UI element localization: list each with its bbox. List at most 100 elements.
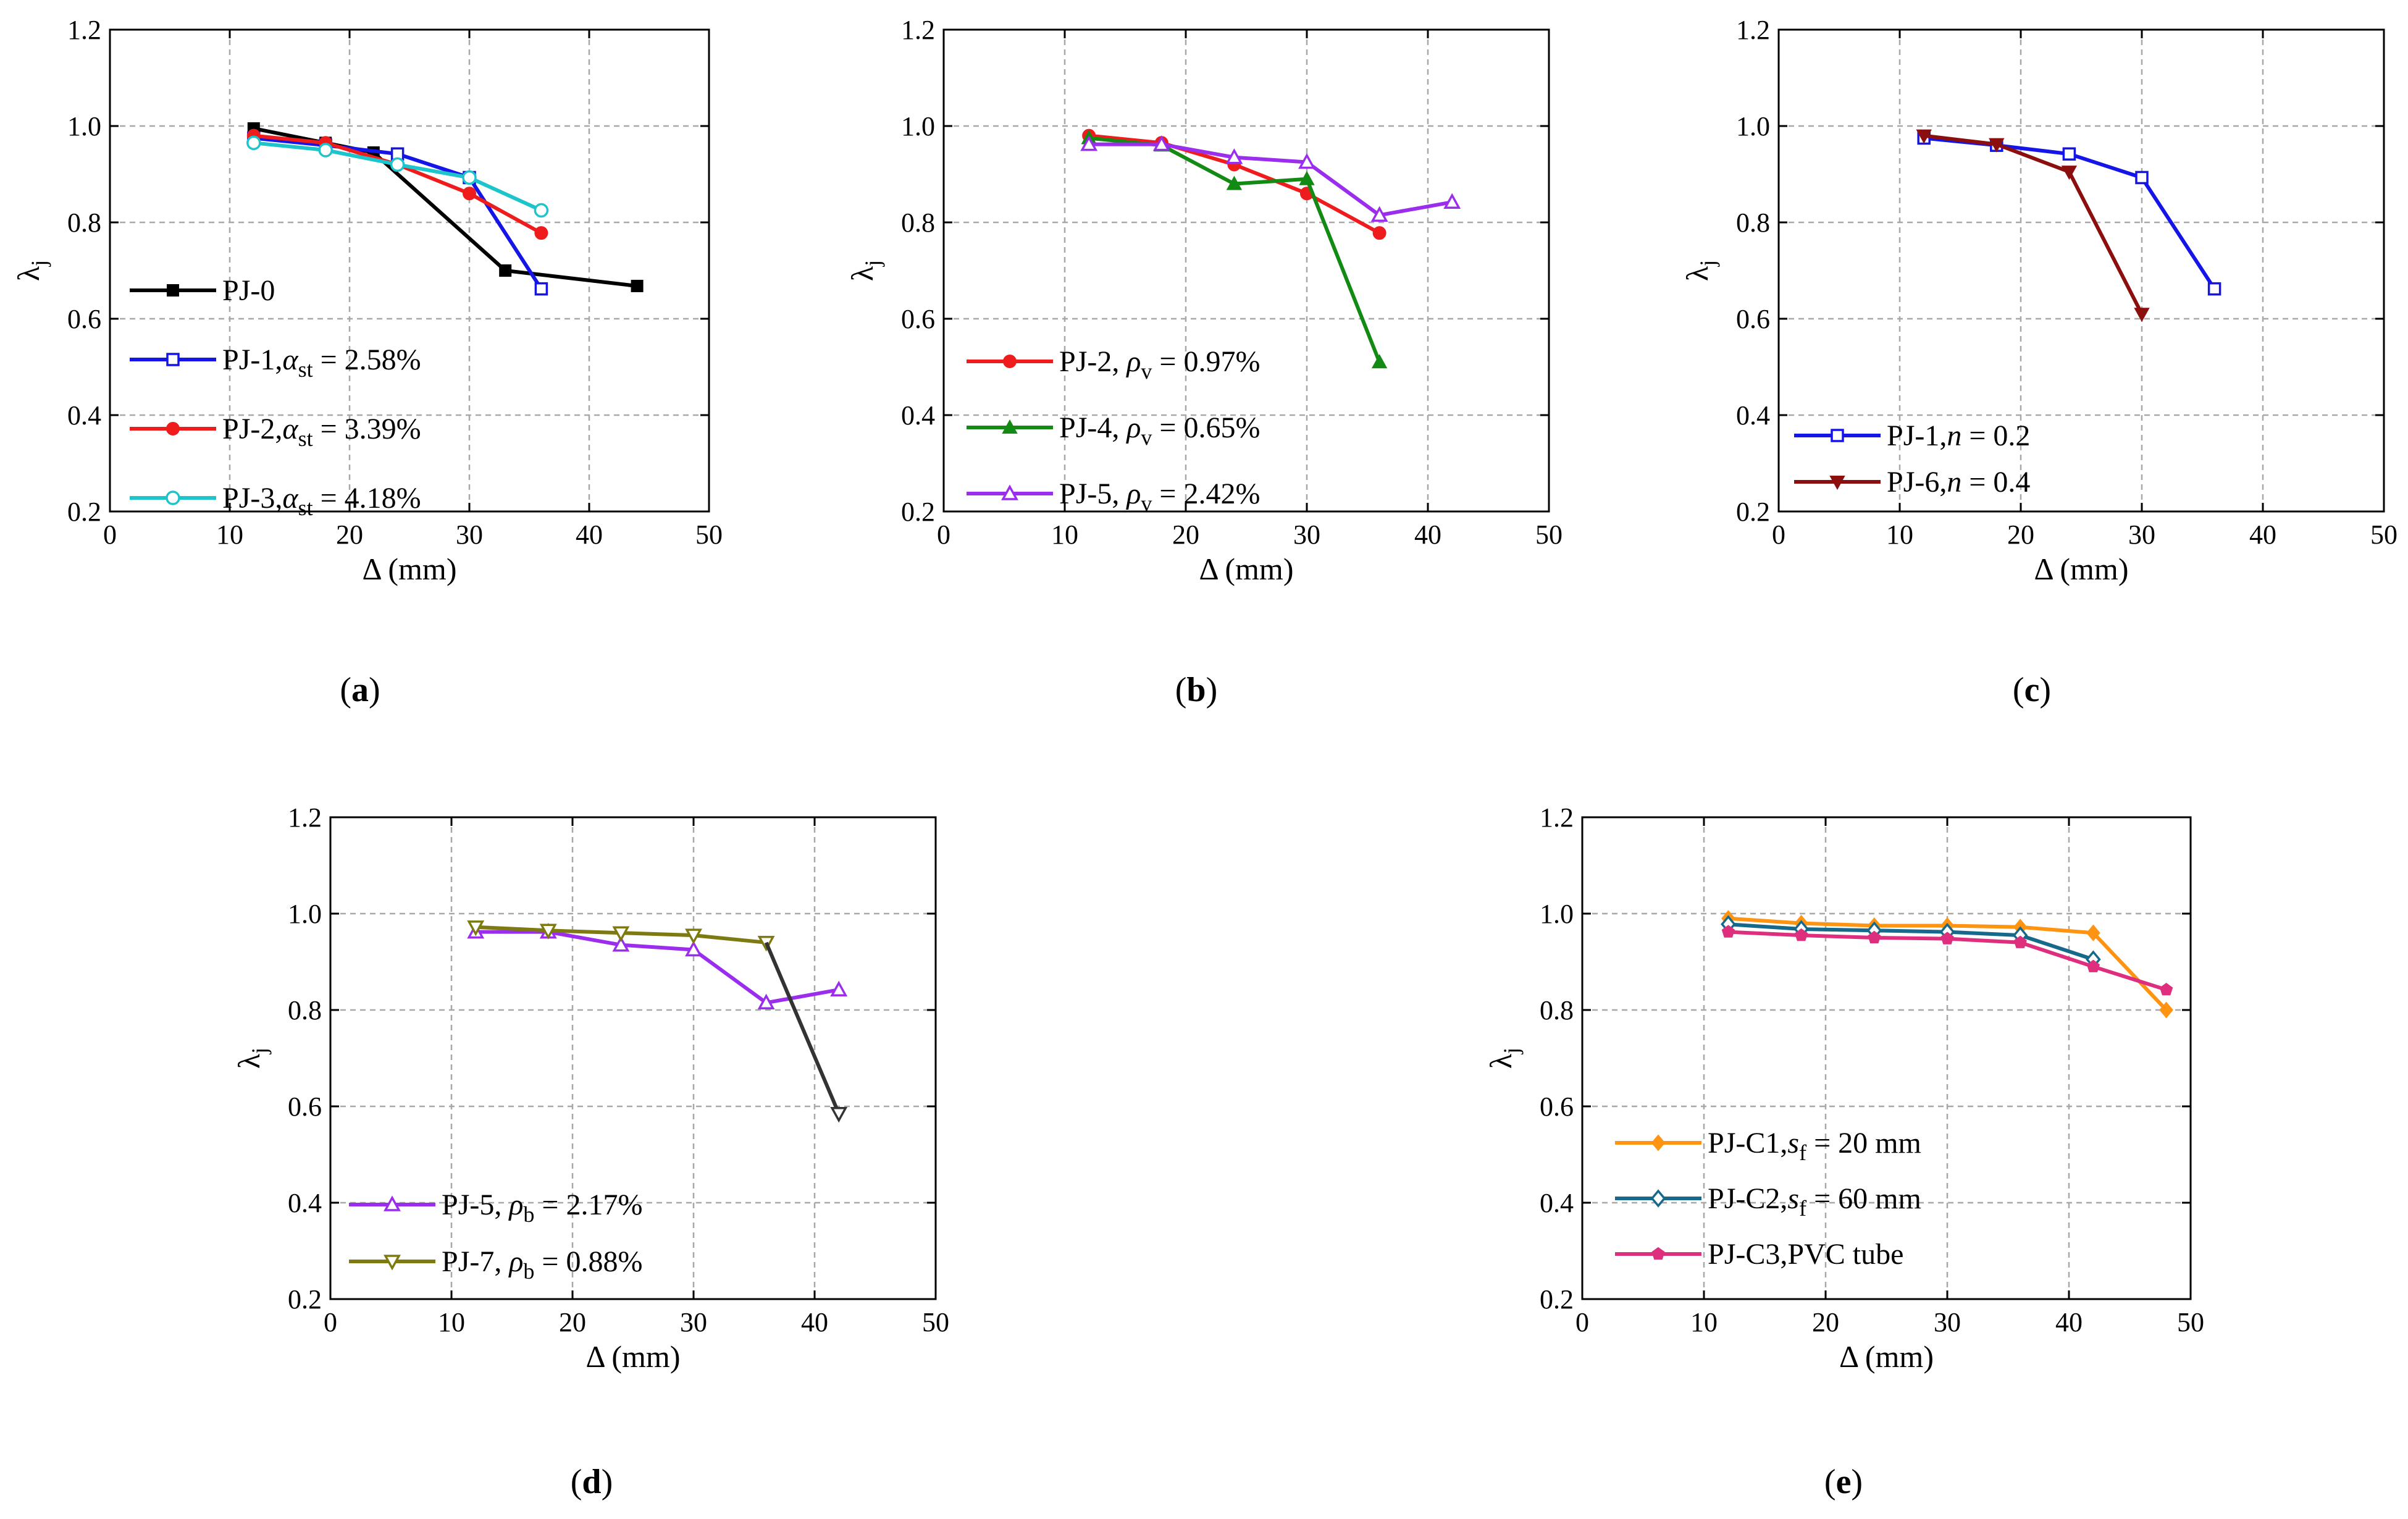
legend-swatch-marker [166, 422, 180, 436]
data-point [534, 282, 548, 296]
y-tick-label: 0.8 [1540, 995, 1574, 1025]
x-tick-label: 40 [2055, 1307, 2083, 1337]
legend: PJ-1,n = 0.2 PJ-6,n = 0.4 [1794, 419, 2030, 499]
data-point [246, 135, 261, 151]
y-tick-label: 0.6 [1736, 304, 1770, 334]
legend-label: PJ-C2,sf = 60 mm [1708, 1182, 1921, 1221]
legend: PJ-C1,sf = 20 mm PJ-C2,sf = 60 mm PJ-C3,PV… [1615, 1127, 1921, 1271]
legend-swatch-marker [1831, 429, 1844, 442]
y-tick-label: 0.6 [67, 304, 101, 334]
legend-label: PJ-4, ρv = 0.65% [1059, 411, 1260, 450]
y-tick-label: 1.2 [67, 15, 101, 45]
legend-swatch-marker [1003, 355, 1017, 368]
legend-label: PJ-5, ρv = 2.42% [1059, 478, 1260, 516]
data-point [499, 264, 512, 277]
series-line [1728, 922, 2094, 961]
data-point [463, 187, 476, 201]
data-point [1916, 129, 1932, 144]
x-axis-title: Δ (mm) [586, 1339, 681, 1374]
x-tick-label: 10 [1886, 520, 1913, 550]
legend-swatch-marker [1651, 1247, 1665, 1260]
series-3 [1721, 925, 2173, 996]
legend-item: PJ-C1,sf = 20 mm [1615, 1127, 1921, 1165]
x-tick-label: 20 [2007, 520, 2034, 550]
x-axis-title: Δ (mm) [1199, 552, 1294, 586]
legend: PJ-2, ρv = 0.97% PJ-4, ρv = 0.65% PJ-5, ρv… [967, 345, 1260, 516]
legend-item: PJ-C2,sf = 60 mm [1615, 1182, 1921, 1221]
y-tick-label: 0.2 [1736, 497, 1770, 527]
legend-item: PJ-2,αst = 3.39% [130, 413, 421, 451]
legend-swatch-marker [166, 490, 180, 505]
y-tick-label: 1.0 [1736, 111, 1770, 141]
y-tick-label: 1.0 [288, 899, 322, 929]
plot-area [110, 30, 709, 511]
data-point [2135, 170, 2149, 185]
x-tick-label: 10 [438, 1307, 465, 1337]
data-point [2013, 935, 2027, 948]
y-tick-label: 1.2 [1736, 15, 1770, 45]
data-point [1868, 930, 1881, 944]
panel-label: (d) [571, 1463, 613, 1501]
x-tick-label: 20 [559, 1307, 586, 1337]
data-point [1371, 354, 1388, 369]
data-point [1298, 153, 1315, 169]
legend: PJ-0 PJ-1,αst = 2.58% PJ-2,αst = 3.39% PJ-3… [130, 274, 421, 520]
data-point [390, 157, 405, 172]
y-axis-title: λj [232, 1048, 272, 1069]
x-tick-label: 20 [1172, 520, 1199, 550]
x-tick-label: 40 [1414, 520, 1441, 550]
data-point [685, 940, 702, 957]
plot-area [1582, 817, 2191, 1299]
data-point [318, 143, 333, 158]
data-point [2062, 147, 2076, 161]
legend-swatch-marker [166, 353, 180, 366]
legend-swatch-marker [1829, 476, 1845, 490]
y-tick-label: 0.8 [67, 208, 101, 238]
y-axis-title: λj [1483, 1048, 1524, 1069]
series-2 [1916, 129, 2150, 322]
data-point [2159, 1001, 2173, 1019]
series-line [764, 941, 841, 1114]
panel-label: (c) [2013, 671, 2051, 709]
plot-area [944, 30, 1549, 511]
y-tick-label: 1.2 [1540, 802, 1574, 833]
x-tick-label: 50 [922, 1307, 949, 1337]
data-point [1794, 928, 1808, 941]
legend-label: PJ-6,n = 0.4 [1887, 466, 2030, 499]
plot-area [1779, 30, 2384, 511]
y-tick-label: 0.6 [1540, 1092, 1574, 1122]
y-axis-title: λj [1680, 260, 1720, 281]
chart-panel-4: 0 10 20 30 40 50 0.2 0.4 0.6 0.8 1.0 1.2 Δ (mm) λj PJ-… [232, 802, 949, 1501]
x-tick-label: 40 [801, 1307, 828, 1337]
data-point [1226, 175, 1243, 190]
legend-label: PJ-C1,sf = 20 mm [1708, 1127, 1921, 1165]
data-point [631, 279, 644, 292]
data-point [534, 203, 549, 218]
legend-label: PJ-2,αst = 3.39% [222, 413, 421, 451]
legend-swatch-marker [384, 1195, 401, 1211]
x-tick-label: 0 [1575, 1307, 1589, 1337]
legend-swatch-marker [1002, 419, 1018, 434]
data-point [685, 928, 702, 945]
y-tick-label: 1.0 [67, 111, 101, 141]
y-tick-label: 0.2 [67, 497, 101, 527]
data-point [1225, 148, 1243, 164]
x-tick-label: 50 [2370, 520, 2398, 550]
legend-swatch-marker [384, 1255, 401, 1271]
data-point [1940, 932, 1954, 945]
legend-item: PJ-3,αst = 4.18% [130, 482, 421, 520]
legend-label: PJ-7, ρb = 0.88% [442, 1245, 642, 1284]
legend-label: PJ-C3,PVC tube [1708, 1238, 1903, 1271]
legend-label: PJ-1,n = 0.2 [1887, 419, 2030, 452]
x-tick-label: 40 [2249, 520, 2276, 550]
data-point [612, 936, 630, 952]
x-tick-label: 40 [576, 520, 603, 550]
y-tick-label: 0.8 [1736, 208, 1770, 238]
x-tick-label: 0 [1772, 520, 1785, 550]
data-point [2061, 166, 2078, 180]
series-3 [1080, 135, 1461, 222]
x-tick-label: 0 [103, 520, 117, 550]
data-point [2134, 308, 2150, 322]
x-tick-label: 30 [456, 520, 483, 550]
legend-swatch-marker [1001, 484, 1018, 500]
